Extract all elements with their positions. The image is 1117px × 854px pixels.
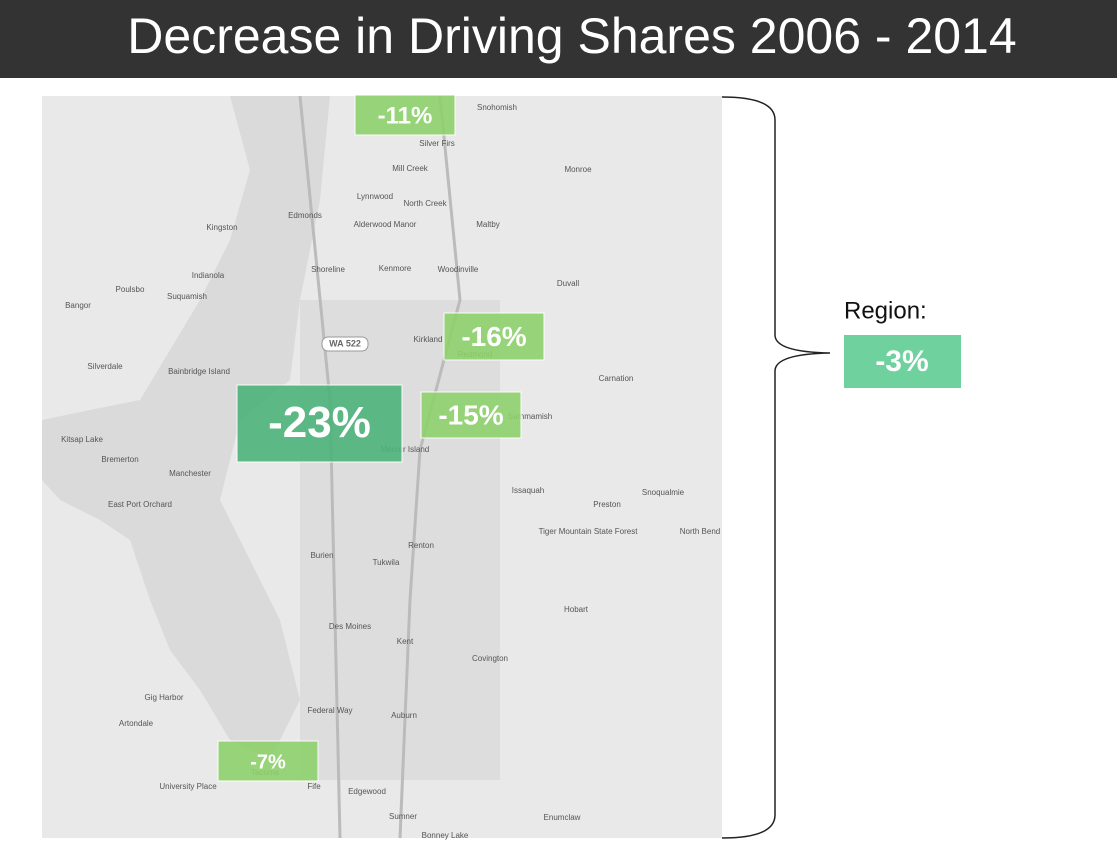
place-label: Covington [472, 654, 508, 663]
place-label: Edmonds [288, 211, 322, 220]
place-label: Kent [397, 637, 414, 646]
place-label: Mercer Island [381, 445, 429, 454]
badge [354, 94, 456, 136]
place-label: Bonney Lake [422, 831, 469, 840]
badge-label: -11% [378, 102, 433, 129]
place-label: Woodinville [438, 265, 479, 274]
place-label: Issaquah [512, 486, 544, 495]
place-label: Poulsbo [116, 285, 145, 294]
badge-label: -15% [438, 399, 503, 430]
place-label: Shoreline [311, 265, 345, 274]
title: Decrease in Driving Shares 2006 - 2014 [127, 8, 1016, 64]
place-label: Silver Firs [419, 139, 455, 148]
map: WA 522 [42, 95, 722, 839]
place-label: Hobart [564, 605, 589, 614]
place-label: Burien [310, 551, 333, 560]
region-label: Region: [844, 297, 927, 324]
badge [420, 391, 522, 439]
badge [217, 740, 319, 782]
region-box [844, 335, 961, 388]
place-label: North Creek [403, 199, 447, 208]
place-label: Fife [307, 782, 321, 791]
place-label: University Place [159, 782, 217, 791]
place-label: Snohomish [477, 103, 517, 112]
place-label: Indianola [192, 271, 225, 280]
badge-label: -7% [250, 751, 286, 773]
place-label: Auburn [391, 711, 417, 720]
place-label: Artondale [119, 719, 154, 728]
place-label: Tukwila [373, 558, 400, 567]
place-label: East Port Orchard [108, 500, 172, 509]
place-label: Bainbridge Island [168, 367, 230, 376]
place-label: Bremerton [101, 455, 138, 464]
place-label: Silverdale [87, 362, 123, 371]
place-label: Enumclaw [544, 813, 581, 822]
place-label: Sammamish [508, 412, 552, 421]
place-label: Kenmore [379, 264, 412, 273]
place-label: Kirkland [414, 335, 443, 344]
water [42, 96, 330, 760]
badge-label: -16% [461, 321, 526, 352]
route-shield-label: WA 522 [329, 338, 361, 348]
place-label: Alderwood Manor [354, 220, 417, 229]
place-label: Duvall [557, 279, 579, 288]
place-label: Snoqualmie [642, 488, 685, 497]
place-label: Carnation [599, 374, 634, 383]
badge [443, 312, 545, 361]
place-label: Maltby [476, 220, 500, 229]
badge [236, 384, 403, 463]
place-label: Kingston [206, 223, 237, 232]
place-label: Tiger Mountain State Forest [539, 527, 639, 536]
place-label: Edgewood [348, 787, 386, 796]
place-label: Mill Creek [392, 164, 429, 173]
place-label: Bangor [65, 301, 91, 310]
place-label: Manchester [169, 469, 211, 478]
route-shield [321, 336, 369, 352]
place-label: Lynnwood [357, 192, 393, 201]
badges: -11% -16% -23% -15% -7% [217, 94, 545, 782]
place-label: Federal Way [307, 706, 352, 715]
place-label: Des Moines [329, 622, 371, 631]
place-label: Monroe [564, 165, 592, 174]
place-label: Sumner [389, 812, 417, 821]
title-bar [0, 0, 1117, 78]
place-label: Preston [593, 500, 621, 509]
place-label: Suquamish [167, 292, 207, 301]
region-value: -3% [875, 345, 928, 378]
place-label: Kitsap Lake [61, 435, 103, 444]
brace [721, 96, 831, 839]
place-label: North Bend [680, 527, 720, 536]
place-label: Gig Harbor [144, 693, 183, 702]
place-label: Renton [408, 541, 434, 550]
badge-label: -23% [268, 398, 371, 447]
